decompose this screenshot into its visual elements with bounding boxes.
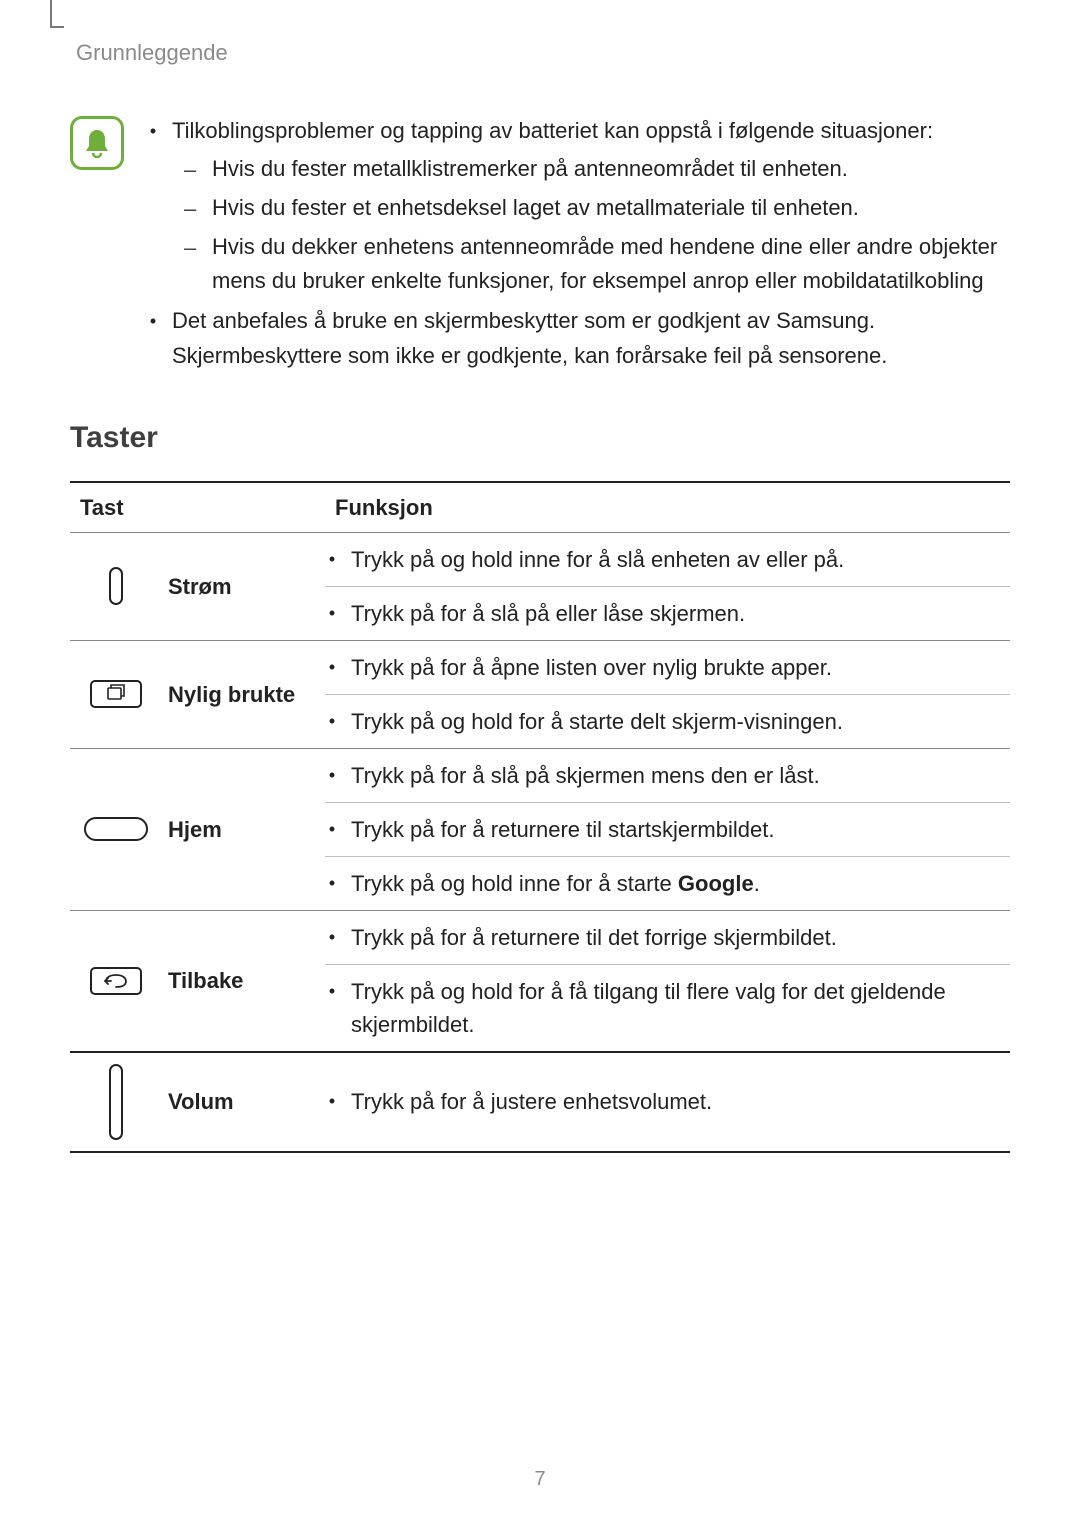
volume-key-icon [82, 1063, 150, 1141]
note-sub-text: Hvis du dekker enhetens antenneområde me… [212, 230, 1010, 298]
bullet-dot-icon: • [325, 867, 339, 900]
note-sub-text: Hvis du fester et enhetsdeksel laget av … [212, 191, 859, 226]
bullet-dot-icon: • [325, 921, 339, 954]
function-text: Trykk på for å åpne listen over nylig br… [351, 651, 1000, 684]
page-number: 7 [0, 1468, 1080, 1491]
function-text: Trykk på for å returnere til det forrige… [351, 921, 1000, 954]
note-sub-item: – Hvis du fester et enhetsdeksel laget a… [184, 191, 1010, 226]
key-name: Tilbake [168, 964, 243, 997]
keys-table: Tast Funksjon Strøm • Trykk på og hold in… [70, 481, 1010, 1153]
bullet-dot-icon: • [148, 114, 158, 148]
note-bullet-text: Tilkoblingsproblemer og tapping av batte… [172, 114, 1010, 148]
note-sub-item: – Hvis du dekker enhetens antenneområde … [184, 230, 1010, 298]
power-key-icon [82, 566, 150, 606]
key-name: Volum [168, 1085, 234, 1118]
function-text: Trykk på og hold for å få tilgang til fl… [351, 975, 1000, 1041]
info-note: • Tilkoblingsproblemer og tapping av bat… [70, 114, 1010, 377]
home-key-icon [82, 816, 150, 842]
note-sub-text: Hvis du fester metallklistremerker på an… [212, 152, 848, 187]
note-sub-item: – Hvis du fester metallklistremerker på … [184, 152, 1010, 187]
bell-icon [70, 116, 124, 170]
note-bullet-text: Det anbefales å bruke en skjermbeskytter… [172, 304, 1010, 372]
recent-key-icon [82, 679, 150, 709]
dash-icon: – [184, 191, 198, 226]
subsection-heading: Taster [70, 421, 1010, 455]
function-text: Trykk på og hold for å starte delt skjer… [351, 705, 1000, 738]
bullet-dot-icon: • [325, 597, 339, 630]
table-col-key: Tast [70, 482, 325, 533]
key-name: Hjem [168, 813, 222, 846]
note-bullet: • Det anbefales å bruke en skjermbeskytt… [148, 304, 1010, 372]
section-header: Grunnleggende [76, 40, 1010, 66]
bullet-dot-icon: • [325, 759, 339, 792]
dash-icon: – [184, 152, 198, 187]
bullet-dot-icon: • [325, 813, 339, 846]
function-text: Trykk på for å returnere til startskjerm… [351, 813, 1000, 846]
note-bullet: • Tilkoblingsproblemer og tapping av bat… [148, 114, 1010, 148]
page-corner-mark [50, 0, 64, 28]
function-text: Trykk på og hold inne for å starte Googl… [351, 867, 1000, 900]
back-key-icon [82, 966, 150, 996]
key-name: Nylig brukte [168, 678, 295, 711]
function-text: Trykk på og hold inne for å slå enheten … [351, 543, 1000, 576]
bullet-dot-icon: • [325, 543, 339, 576]
bullet-dot-icon: • [148, 304, 158, 372]
table-col-function: Funksjon [325, 482, 1010, 533]
key-name: Strøm [168, 570, 232, 603]
function-text: Trykk på for å slå på eller låse skjerme… [351, 597, 1000, 630]
bullet-dot-icon: • [325, 651, 339, 684]
dash-icon: – [184, 230, 198, 298]
function-text: Trykk på for å slå på skjermen mens den … [351, 759, 1000, 792]
bullet-dot-icon: • [325, 975, 339, 1041]
function-text: Trykk på for å justere enhetsvolumet. [351, 1085, 1000, 1118]
bullet-dot-icon: • [325, 705, 339, 738]
bullet-dot-icon: • [325, 1085, 339, 1118]
